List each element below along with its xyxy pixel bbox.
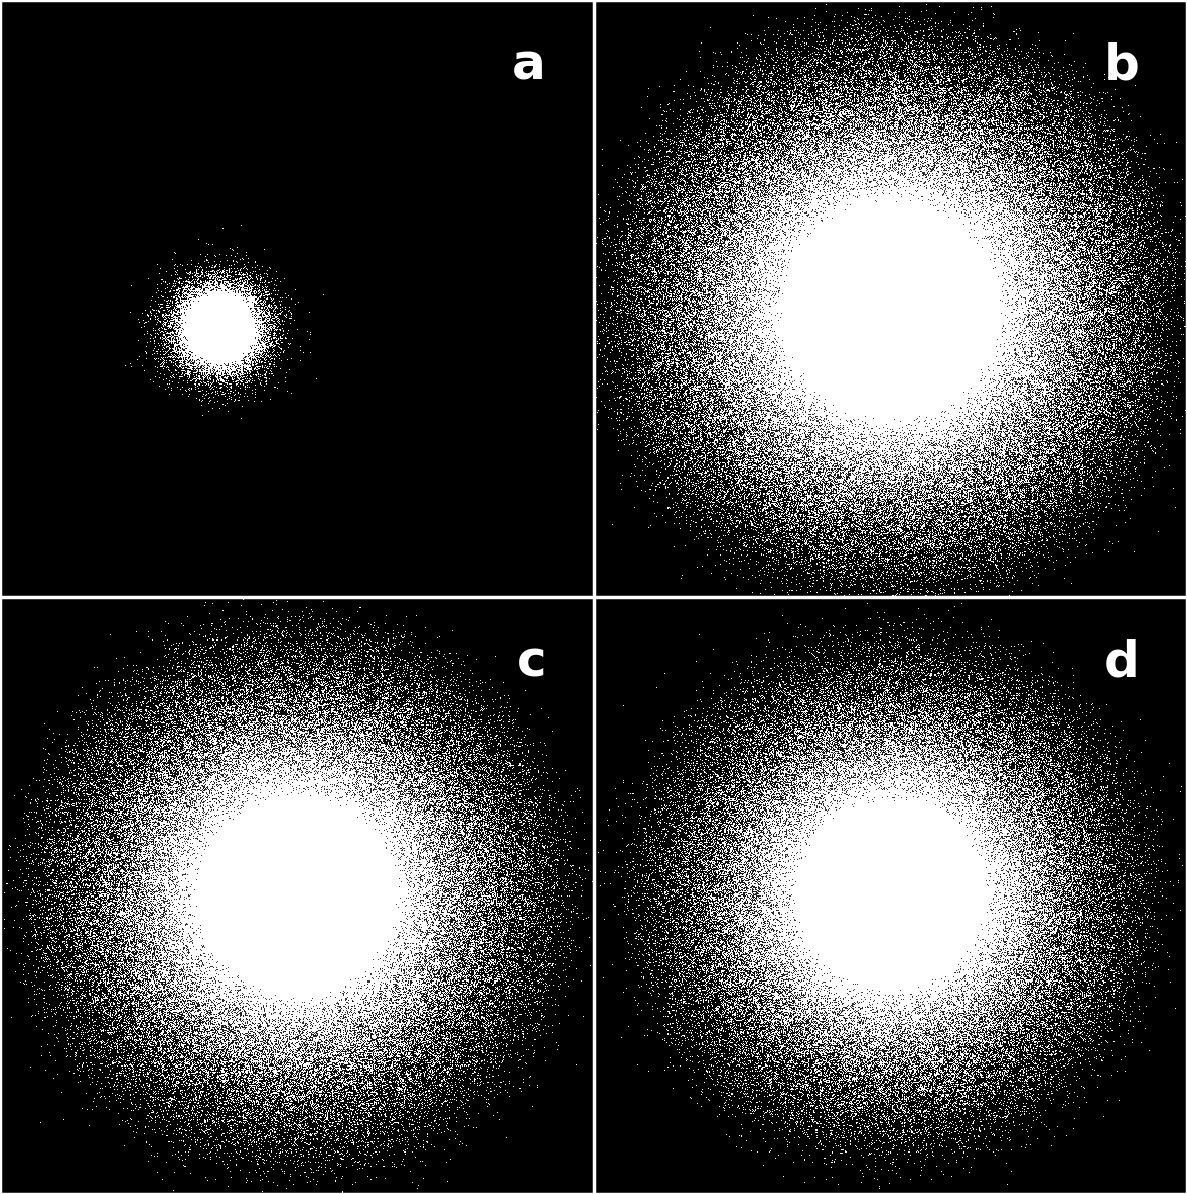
Text: a: a	[513, 42, 546, 90]
Text: b: b	[1104, 42, 1140, 90]
Text: c: c	[516, 639, 546, 687]
Text: d: d	[1104, 639, 1140, 687]
